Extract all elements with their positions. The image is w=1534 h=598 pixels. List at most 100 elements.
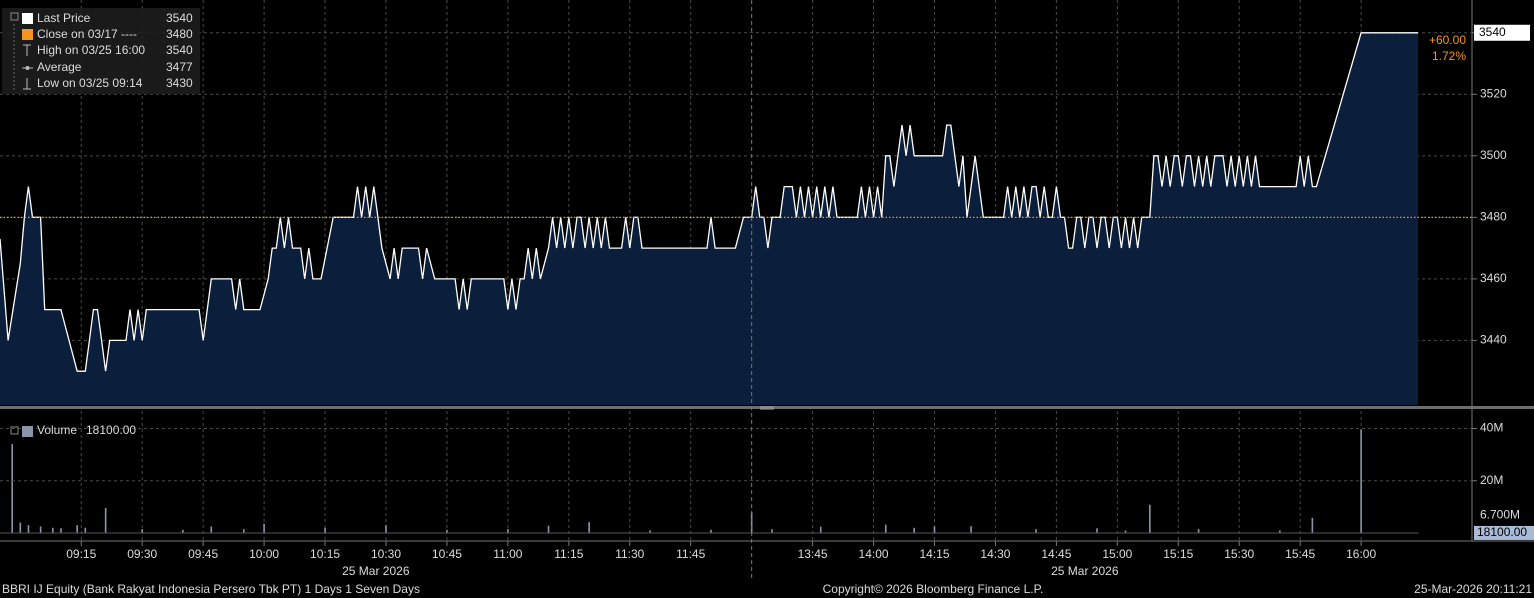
volume-bar: [1149, 504, 1151, 533]
legend-label: High on 03/25 16:00: [37, 43, 145, 57]
volume-pane: [0, 411, 1472, 541]
volume-bar: [588, 522, 590, 533]
x-tick-label: 13:45: [798, 547, 828, 561]
change-label: +60.00: [1429, 33, 1466, 47]
legend-value: 3540: [166, 43, 193, 57]
x-tick-label: 11:00: [493, 547, 522, 561]
y-tick-label: 40M: [1480, 421, 1503, 435]
x-tick-label: 15:00: [1102, 547, 1132, 561]
ma-label: 6.700M: [1480, 508, 1520, 522]
volume-bar: [710, 529, 712, 533]
volume-bar: [884, 524, 887, 533]
volume-bar: [84, 527, 87, 533]
volume-bar: [507, 529, 509, 533]
footer-center: Copyright© 2026 Bloomberg Finance L.P.: [823, 582, 1044, 596]
legend-label: Last Price: [37, 11, 91, 25]
legend-toggle: [10, 12, 19, 21]
volume-bar: [649, 530, 651, 533]
y-tick-label: 3440: [1480, 333, 1507, 347]
legend-value: 3480: [166, 27, 193, 41]
legend-icon: [22, 13, 33, 24]
x-tick-label: 10:00: [249, 547, 279, 561]
volume-bar: [52, 527, 54, 533]
x-tick-label: 09:30: [127, 547, 157, 561]
volume-bar: [1035, 529, 1037, 533]
volume-tag-label: 18100.00: [1477, 525, 1527, 539]
volume-bar: [39, 526, 42, 533]
y-tick-label: 3520: [1480, 86, 1507, 100]
volume-bar: [547, 525, 550, 533]
x-tick-label: 09:45: [188, 547, 218, 561]
x-tick-label: 11:30: [615, 547, 644, 561]
legend-label: Close on 03/17 ----: [37, 27, 137, 41]
volume-bar: [141, 529, 144, 533]
volume-bar: [1096, 528, 1098, 533]
x-tick-label: 10:45: [432, 547, 462, 561]
legend-value: 3477: [166, 60, 193, 74]
x-tick-label: 15:15: [1163, 547, 1193, 561]
volume-bar: [1124, 530, 1127, 533]
volume-bar: [771, 529, 773, 533]
volume-bar: [385, 525, 387, 533]
x-tick-label: 14:45: [1041, 547, 1071, 561]
y-tick-label: 20M: [1480, 473, 1503, 487]
volume-bar: [970, 526, 972, 533]
legend-value: 18100.00: [86, 423, 136, 437]
x-tick-label: 14:30: [980, 547, 1010, 561]
legend-icon: [23, 78, 31, 90]
footer-left: BBRI IJ Equity (Bank Rakyat Indonesia Pe…: [2, 582, 420, 596]
volume-bar: [182, 529, 184, 533]
x-date-label: 25 Mar 2026: [1051, 564, 1119, 578]
y-tick-label: 3480: [1480, 210, 1507, 224]
volume-bar: [60, 528, 62, 533]
legend-icon: [23, 44, 31, 56]
volume-bar: [210, 526, 213, 533]
legend-value: 3430: [166, 76, 193, 90]
volume-bar: [913, 527, 915, 533]
x-tick-label: 09:15: [66, 547, 96, 561]
volume-bar: [819, 526, 822, 533]
x-tick-label: 15:45: [1285, 547, 1315, 561]
volume-bar: [324, 527, 326, 533]
x-tick-label: 10:15: [310, 547, 340, 561]
legend-label: Average: [37, 60, 82, 74]
legend-box: [2, 8, 200, 94]
volume-legend: Volume 18100.00: [10, 423, 136, 437]
x-tick-label: 11:45: [676, 547, 705, 561]
change-pct-label: 1.72%: [1432, 49, 1466, 63]
volume-tag: [1474, 525, 1534, 540]
price-line: [0, 32, 1418, 372]
volume-bar: [933, 526, 936, 533]
legend-icon: [22, 29, 33, 40]
legend-icon: [22, 426, 33, 437]
volume-bar: [750, 512, 753, 533]
volume-bar: [19, 522, 22, 533]
last-price-tag: [1474, 24, 1530, 41]
x-tick-label: 14:00: [859, 547, 889, 561]
legend-label: Volume: [37, 423, 77, 437]
volume-bar: [27, 525, 30, 533]
x-tick-label: 15:30: [1224, 547, 1254, 561]
x-tick-label: 10:30: [371, 547, 401, 561]
x-tick-label: 16:00: [1346, 547, 1376, 561]
price-pane: [0, 0, 1472, 406]
legend-value: 3540: [166, 11, 193, 25]
volume-bar: [446, 529, 448, 533]
y-tick-label: 3500: [1480, 148, 1507, 162]
volume-bar: [263, 523, 265, 533]
legend-toggle: [10, 426, 19, 435]
volume-bar: [104, 507, 107, 533]
last-price-label: 3540: [1479, 25, 1506, 39]
volume-bar: [76, 525, 78, 533]
price-area: [0, 32, 1418, 406]
x-tick-label: 14:15: [919, 547, 949, 561]
legend-icon: [25, 66, 30, 70]
volume-bar: [11, 444, 13, 533]
footer-right: 25-Mar-2026 20:11:21: [1414, 582, 1532, 596]
x-tick-label: 11:15: [554, 547, 583, 561]
y-tick-label: 3460: [1480, 271, 1507, 285]
x-date-label: 25 Mar 2026: [342, 564, 410, 578]
legend: Last Price 3540 Close on 03/17 ---- 3480…: [2, 8, 200, 94]
volume-bar: [1311, 517, 1314, 533]
